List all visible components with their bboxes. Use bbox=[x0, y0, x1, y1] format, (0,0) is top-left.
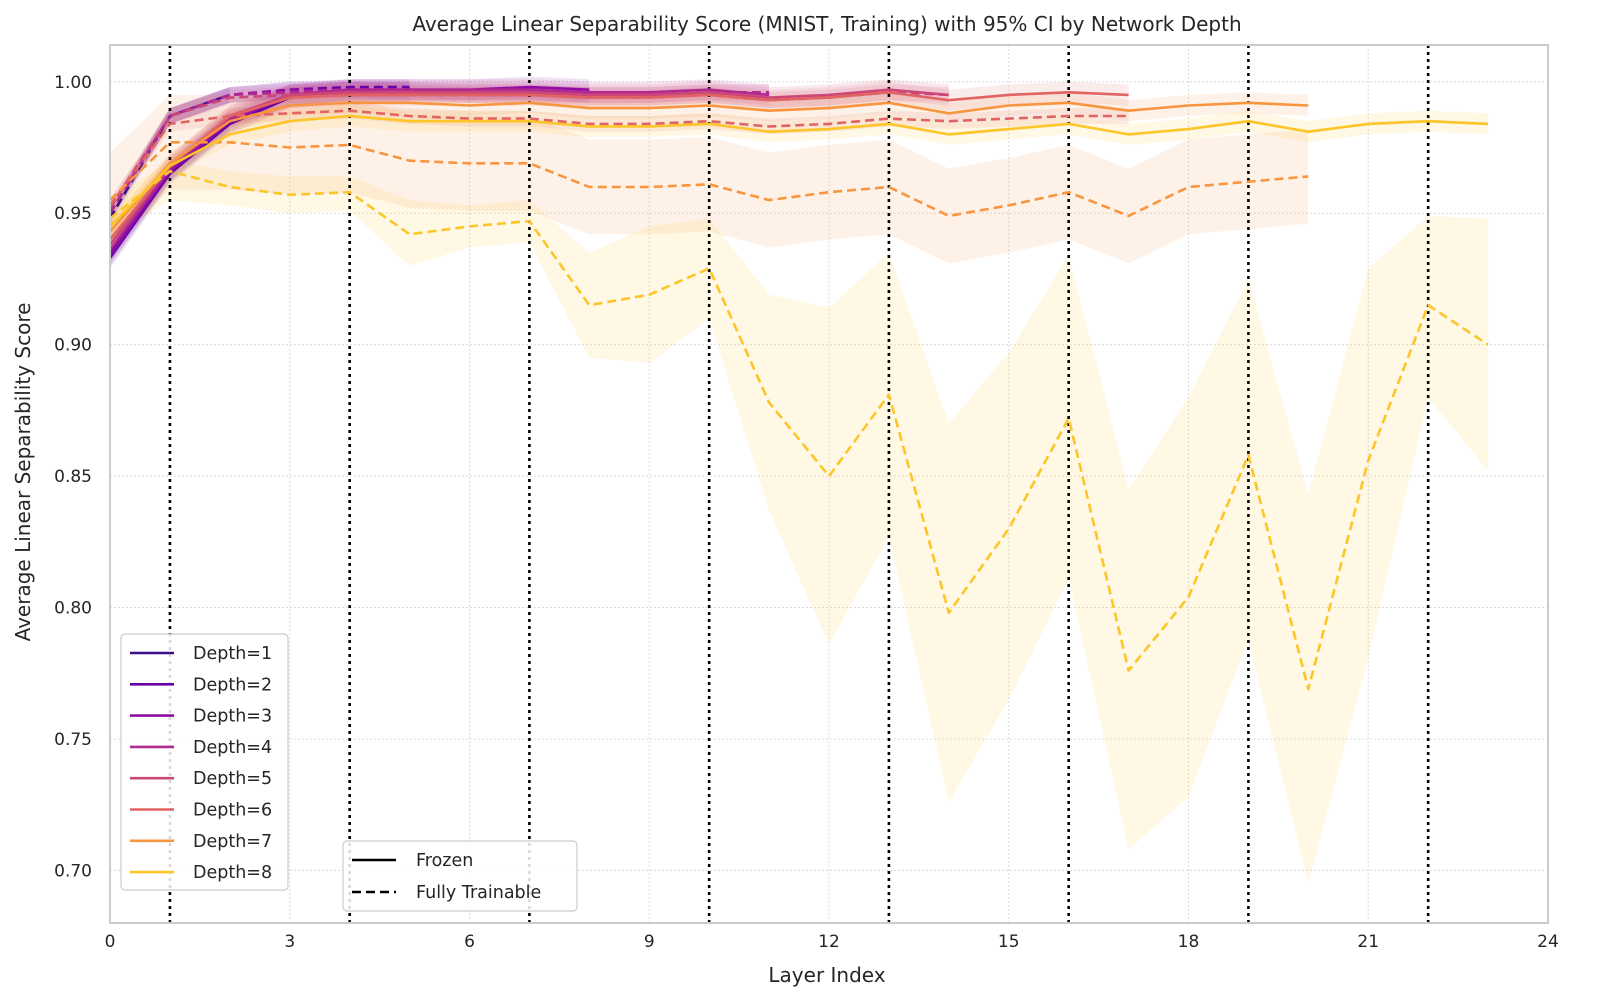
ci-band-trainable bbox=[110, 79, 410, 222]
series-line-trainable bbox=[108, 109, 1129, 207]
series-line-frozen bbox=[108, 91, 1129, 241]
x-axis-ticks: 0 3 6 9 12 15 18 21 24 bbox=[105, 932, 1559, 952]
x-tick-label: 12 bbox=[818, 932, 840, 952]
series-line-trainable bbox=[109, 141, 1309, 218]
y-tick-label: 0.70 bbox=[54, 861, 92, 881]
x-tick-label: 21 bbox=[1357, 932, 1379, 952]
plot-frame bbox=[109, 44, 1549, 924]
legend-label: Fully Trainable bbox=[416, 883, 541, 903]
legend-label: Depth=2 bbox=[193, 675, 272, 695]
x-tick-label: 9 bbox=[644, 932, 655, 952]
legend-label: Depth=1 bbox=[193, 644, 272, 664]
ci-band-frozen bbox=[110, 92, 1309, 243]
x-tick-label: 6 bbox=[464, 932, 475, 952]
y-tick-label: 0.75 bbox=[54, 730, 92, 750]
ci-band-frozen bbox=[110, 105, 1489, 237]
y-tick-label: 0.95 bbox=[54, 204, 92, 224]
legend-label: Depth=7 bbox=[193, 832, 272, 852]
y-tick-label: 0.85 bbox=[54, 467, 92, 487]
legend-label: Depth=6 bbox=[193, 801, 272, 821]
legend-label: Depth=5 bbox=[193, 769, 272, 789]
series-lines bbox=[108, 85, 1489, 691]
x-tick-label: 24 bbox=[1537, 932, 1559, 952]
legend-box bbox=[342, 840, 578, 912]
depth-legend: Depth=1 Depth=2 Depth=3 Depth=4 Depth=5 Depth… bbox=[120, 633, 289, 891]
ci-band-trainable bbox=[110, 160, 1489, 884]
series-line-frozen bbox=[109, 101, 1309, 233]
chart-title: Average Linear Separability Score (MNIST… bbox=[412, 12, 1241, 36]
x-tick-label: 0 bbox=[105, 932, 116, 952]
legend-box bbox=[120, 633, 289, 891]
y-tick-label: 0.80 bbox=[54, 599, 92, 619]
x-tick-label: 3 bbox=[284, 932, 295, 952]
y-tick-label: 1.00 bbox=[54, 73, 92, 93]
ci-band-frozen bbox=[110, 79, 949, 256]
series-line-frozen bbox=[109, 114, 1489, 228]
series-line-trainable bbox=[109, 169, 1489, 691]
ci-band-trainable bbox=[110, 84, 949, 216]
x-axis-label: Layer Index bbox=[768, 963, 885, 987]
ci-band-frozen bbox=[110, 79, 770, 261]
legend-label: Frozen bbox=[416, 851, 473, 871]
x-tick-label: 18 bbox=[1178, 932, 1200, 952]
line-style-legend: Frozen Fully Trainable bbox=[342, 840, 578, 912]
ci-band-frozen bbox=[110, 81, 1129, 250]
legend-label: Depth=3 bbox=[193, 707, 272, 727]
legend-label: Depth=8 bbox=[193, 863, 272, 883]
x-tick-label: 15 bbox=[998, 932, 1020, 952]
y-axis-ticks: 0.70 0.75 0.80 0.85 0.90 0.95 1.00 bbox=[54, 73, 92, 882]
legend-label: Depth=4 bbox=[193, 738, 272, 758]
y-axis-label: Average Linear Separability Score bbox=[11, 303, 35, 642]
y-tick-label: 0.90 bbox=[54, 336, 92, 356]
